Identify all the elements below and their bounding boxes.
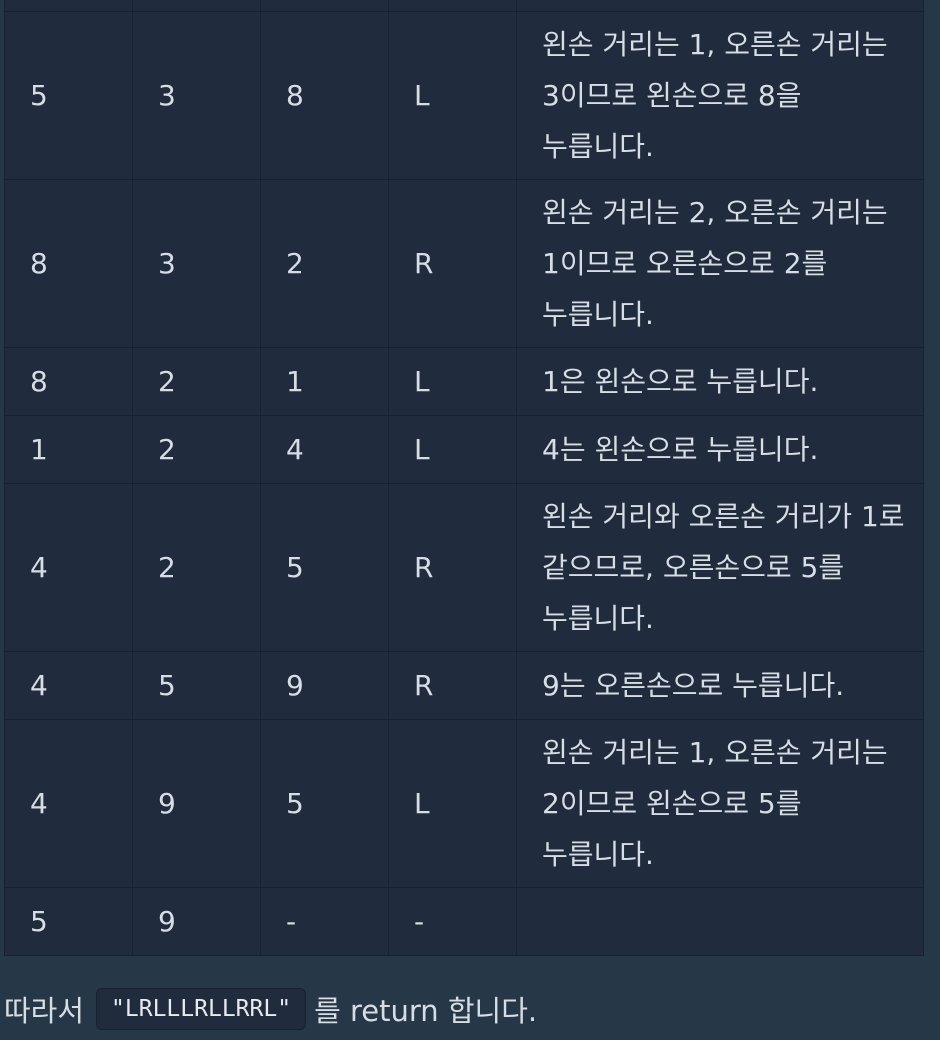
table-cell-number: [260, 0, 389, 12]
table-cell-number: 2: [260, 179, 389, 348]
result-sentence: 따라서 "LRLLLRLLRRL" 를 return 합니다.: [4, 985, 537, 1033]
table-row: 8 3 2 R 왼손 거리는 2, 오른손 거리는 1이므로 오른손으로 2를 …: [4, 179, 924, 348]
moves-table: 5 3 8 L 왼손 거리는 1, 오른손 거리는 3이므로 왼손으로 8을 누…: [4, 0, 924, 956]
table-cell-left-thumb: 5: [4, 887, 133, 956]
table-cell-description: 9는 오른손으로 누릅니다.: [516, 651, 924, 720]
table-cell-right-thumb: 3: [132, 179, 261, 348]
table-row: 5 9 - -: [4, 887, 924, 956]
table-cell-right-thumb: 5: [132, 651, 261, 720]
table-cell-left-thumb: 8: [4, 179, 133, 348]
table-cell-number: 8: [260, 11, 389, 180]
table-cell-description: 왼손 거리는 2, 오른손 거리는 1이므로 오른손으로 2를 누릅니다.: [516, 179, 924, 348]
table-cell-number: 5: [260, 483, 389, 652]
table-cell-right-thumb: 2: [132, 415, 261, 484]
table-cell-description: [516, 887, 924, 956]
table-cell-right-thumb: 3: [132, 11, 261, 180]
table-cell-hand: L: [388, 719, 517, 888]
table-cell-hand: -: [388, 887, 517, 956]
table-row: 4 2 5 R 왼손 거리와 오른손 거리가 1로 같으므로, 오른손으로 5를…: [4, 483, 924, 652]
table-cell-hand: R: [388, 179, 517, 348]
table-cell-left-thumb: 4: [4, 719, 133, 888]
table-cell-number: -: [260, 887, 389, 956]
table-cell-right-thumb: 2: [132, 483, 261, 652]
table-cell-left-thumb: 8: [4, 347, 133, 416]
table-cell-hand: L: [388, 11, 517, 180]
table-cell-description: 1은 왼손으로 누릅니다.: [516, 347, 924, 416]
table-row: [4, 0, 924, 12]
table-cell-right-thumb: 2: [132, 347, 261, 416]
table-row: 8 2 1 L 1은 왼손으로 누릅니다.: [4, 347, 924, 416]
table-cell-description: 4는 왼손으로 누릅니다.: [516, 415, 924, 484]
table-row: 1 2 4 L 4는 왼손으로 누릅니다.: [4, 415, 924, 484]
table-cell-hand: R: [388, 651, 517, 720]
table-cell-hand: [388, 0, 517, 12]
table-cell-description: 왼손 거리는 1, 오른손 거리는 2이므로 왼손으로 5를 누릅니다.: [516, 719, 924, 888]
table-cell-hand: L: [388, 415, 517, 484]
table-cell-right-thumb: [132, 0, 261, 12]
table-cell-left-thumb: 4: [4, 651, 133, 720]
table-cell-number: 4: [260, 415, 389, 484]
table-cell-right-thumb: 9: [132, 719, 261, 888]
table-cell-number: 5: [260, 719, 389, 888]
result-prefix: 따라서: [4, 994, 85, 1028]
result-code: "LRLLLRLLRRL": [96, 988, 307, 1030]
table-row: 5 3 8 L 왼손 거리는 1, 오른손 거리는 3이므로 왼손으로 8을 누…: [4, 11, 924, 180]
table-cell-number: 9: [260, 651, 389, 720]
table-cell-description: 왼손 거리는 1, 오른손 거리는 3이므로 왼손으로 8을 누릅니다.: [516, 11, 924, 180]
table-row: 4 9 5 L 왼손 거리는 1, 오른손 거리는 2이므로 왼손으로 5를 누…: [4, 719, 924, 888]
table-cell-description: 왼손 거리와 오른손 거리가 1로 같으므로, 오른손으로 5를 누릅니다.: [516, 483, 924, 652]
table-cell-left-thumb: 1: [4, 415, 133, 484]
table-cell-right-thumb: 9: [132, 887, 261, 956]
table-cell-number: 1: [260, 347, 389, 416]
table-cell-left-thumb: [4, 0, 133, 12]
table-cell-left-thumb: 4: [4, 483, 133, 652]
table-cell-hand: R: [388, 483, 517, 652]
table-cell-description: [516, 0, 924, 12]
table-cell-hand: L: [388, 347, 517, 416]
table-cell-left-thumb: 5: [4, 11, 133, 180]
result-suffix: 를 return 합니다.: [314, 994, 538, 1028]
table-row: 4 5 9 R 9는 오른손으로 누릅니다.: [4, 651, 924, 720]
